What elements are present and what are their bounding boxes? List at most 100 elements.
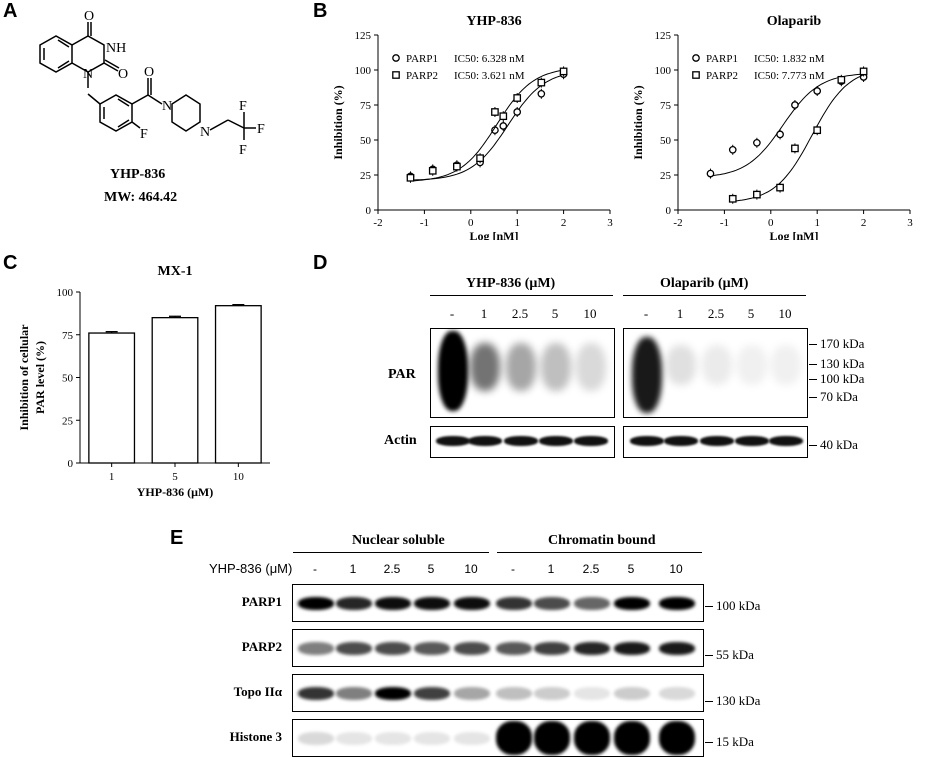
protein-band [414,642,450,655]
protein-band [298,732,334,745]
x-axis-label: YHP-836 (μM) [137,485,213,499]
blot-d-par-right [623,328,808,418]
data-point-parp1 [753,138,761,147]
protein-band [574,721,610,755]
actin-band [468,436,502,446]
blot-e-row [292,674,704,712]
marker-tick [705,655,713,656]
y-tick-label: 0 [366,205,372,217]
legend-marker [692,54,700,62]
blot-e-row [292,719,704,757]
atom-o1: O [84,9,94,24]
protein-band [496,687,532,700]
protein-band [375,732,411,745]
marker-tick [809,397,817,398]
x-tick-label: 1 [514,217,520,229]
y-tick-label: 25 [360,170,372,182]
protein-band [659,642,695,655]
legend-label: PARP1 [706,53,738,65]
protein-band [659,721,695,755]
blot-d-group1: YHP-836 (μM) [466,276,556,291]
marker-tick [705,701,713,702]
blot-e-group2-line [497,552,702,553]
y-tick-label: 0 [666,205,672,217]
lane-label: 5 [427,562,435,576]
data-point-parp2 [491,108,499,116]
protein-band [496,597,532,610]
protein-band [414,687,450,700]
atom-f2: F [239,99,247,114]
y-tick-label: 25 [62,415,74,427]
x-tick-label: 0 [768,217,774,229]
marker-label: 100 kDa [716,598,761,613]
par-smear [506,343,536,391]
atom-o2: O [118,67,128,82]
protein-band [496,721,532,755]
mx1-bar-chart: MX-1 0 25 50 75 100 1 5 10 YHP-836 (μM) Inhibition… [17,264,270,499]
marker-label: 170 kDa [820,336,865,351]
y-axis-label-line1: Inhibition of cellular [17,324,31,431]
marker-tick [705,606,713,607]
lane-label: 10 [583,306,597,321]
atom-f1: F [140,127,148,142]
actin-band [436,436,470,446]
legend-ic50: IC50: 6.328 nM [454,53,525,65]
par-smear [438,331,468,411]
protein-band [298,597,334,610]
y-tick-label: 125 [355,30,372,42]
row-label: PARP1 [241,594,282,609]
lane-label: - [449,306,455,321]
data-point-parp2 [837,75,846,84]
marker-tick [809,379,817,380]
protein-band [375,687,411,700]
par-smear [576,343,606,391]
lane-label: 1 [349,562,357,576]
blot-d-row-actin: Actin [384,433,417,448]
data-point-parp2 [453,162,461,171]
data-point-parp2 [813,126,822,135]
x-tick-label: 3 [607,217,613,229]
protein-band [614,687,650,700]
panel-label-d: D [313,252,328,274]
marker-tick [809,344,817,345]
y-tick-label: 50 [660,135,672,147]
blot-e-group1: Nuclear soluble [352,533,445,548]
legend-ic50: IC50: 3.621 nM [454,70,525,82]
data-point-parp1 [513,108,522,116]
data-point-parp1 [791,101,799,109]
protein-band [454,687,490,700]
y-axis-label: Inhibition (%) [331,85,345,159]
protein-band [574,597,610,610]
molecular-weight: MW: 464.42 [104,190,178,205]
actin-band [735,436,769,446]
protein-band [454,642,490,655]
y-tick-label: 50 [360,135,372,147]
protein-band [336,687,372,700]
data-point-parp1 [537,89,546,98]
blot-d-group2: Olaparib (μM) [660,276,749,291]
bar [88,332,136,464]
x-tick-label: 0 [468,217,474,229]
data-point-parp1 [813,87,822,95]
panel-label-e: E [170,527,184,549]
bar [151,317,199,464]
marker-label: 70 kDa [820,389,858,404]
data-point-parp2 [859,67,868,76]
chart-title: MX-1 [158,264,193,279]
par-smear [702,345,732,385]
x-tick-label: 1 [814,217,820,229]
lane-label: 1 [480,306,488,321]
protein-band [574,642,610,655]
fit-curve-parp1 [710,73,864,177]
actin-band [664,436,698,446]
dose-response-yhp836: YHP-836 0 25 50 75 100 125 -2 -1 0 1 2 3 Log [nM] Inhi… [331,14,613,240]
data-point-parp2 [513,94,522,102]
x-tick-label: 2 [861,217,867,229]
par-smear [632,337,662,413]
y-tick-label: 50 [62,373,74,385]
actin-band [769,436,803,446]
lane-label: 10 [778,306,792,321]
marker-label: 40 kDa [820,437,858,452]
data-point-parp2 [559,67,568,76]
blot-e-group1-line [293,552,489,553]
